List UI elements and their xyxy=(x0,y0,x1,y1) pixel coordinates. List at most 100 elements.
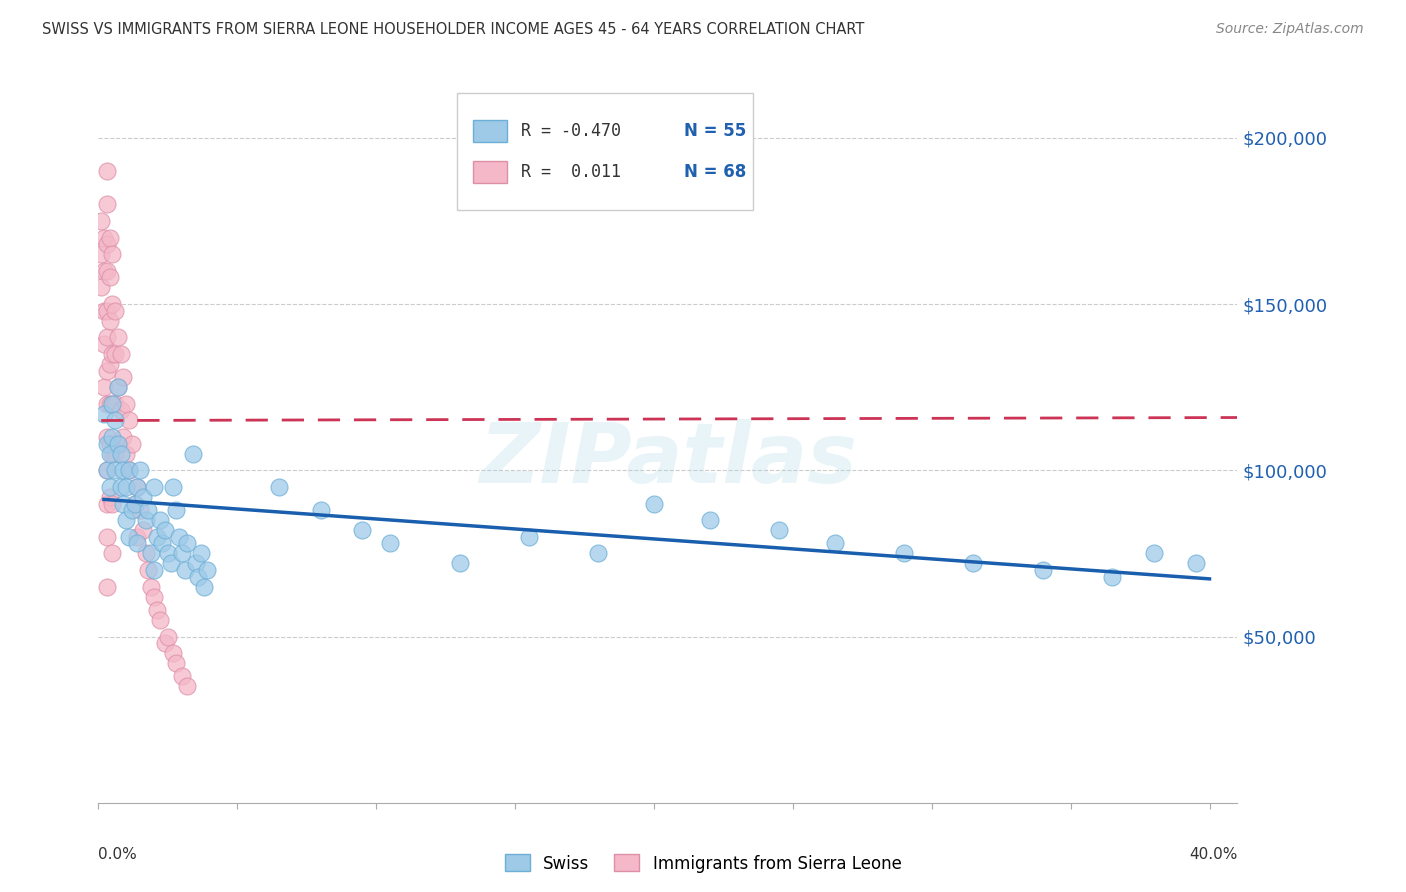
Point xyxy=(98,490,121,504)
Point xyxy=(1032,563,1054,577)
Point xyxy=(121,503,143,517)
Point xyxy=(118,463,141,477)
Point xyxy=(153,523,176,537)
Legend: Swiss, Immigrants from Sierra Leone: Swiss, Immigrants from Sierra Leone xyxy=(498,847,908,880)
Point xyxy=(93,264,115,278)
Point xyxy=(90,247,112,261)
Text: Source: ZipAtlas.com: Source: ZipAtlas.com xyxy=(1216,22,1364,37)
Text: ZIPatlas: ZIPatlas xyxy=(479,418,856,500)
Point xyxy=(190,546,212,560)
Point xyxy=(104,447,127,461)
Point xyxy=(107,380,129,394)
Point xyxy=(156,630,179,644)
Point xyxy=(112,370,135,384)
Point xyxy=(93,230,115,244)
Point xyxy=(173,563,195,577)
Point xyxy=(110,403,132,417)
Point xyxy=(101,297,124,311)
Point xyxy=(165,503,187,517)
Point xyxy=(193,580,215,594)
Point xyxy=(104,413,127,427)
Point xyxy=(588,546,610,560)
Point xyxy=(115,513,138,527)
Point xyxy=(124,497,146,511)
Text: SWISS VS IMMIGRANTS FROM SIERRA LEONE HOUSEHOLDER INCOME AGES 45 - 64 YEARS CORR: SWISS VS IMMIGRANTS FROM SIERRA LEONE HO… xyxy=(42,22,865,37)
Point xyxy=(107,436,129,450)
Point xyxy=(96,363,118,377)
Point xyxy=(98,397,121,411)
Text: R = -0.470: R = -0.470 xyxy=(522,122,621,140)
Point xyxy=(96,497,118,511)
Point xyxy=(378,536,401,550)
Point xyxy=(96,264,118,278)
Point xyxy=(127,480,149,494)
Point xyxy=(143,590,166,604)
Point xyxy=(104,397,127,411)
Point xyxy=(135,546,157,560)
Point xyxy=(104,347,127,361)
Point xyxy=(96,436,118,450)
Point xyxy=(96,463,118,477)
Point xyxy=(1184,557,1206,571)
Point xyxy=(162,480,184,494)
Point xyxy=(148,513,170,527)
Point xyxy=(162,646,184,660)
Point xyxy=(96,303,118,318)
Point xyxy=(449,557,471,571)
Point xyxy=(141,580,163,594)
Point xyxy=(893,546,915,560)
Point xyxy=(352,523,374,537)
Point xyxy=(101,546,124,560)
Point xyxy=(167,530,190,544)
Point xyxy=(96,164,118,178)
Point xyxy=(176,536,198,550)
Point xyxy=(98,314,121,328)
Text: R =  0.011: R = 0.011 xyxy=(522,163,621,181)
Point xyxy=(107,436,129,450)
Point xyxy=(127,480,149,494)
Point xyxy=(96,430,118,444)
Point xyxy=(129,503,152,517)
Point xyxy=(150,536,173,550)
Text: 40.0%: 40.0% xyxy=(1189,847,1237,862)
Point xyxy=(115,480,138,494)
Point xyxy=(181,447,204,461)
Point xyxy=(101,247,124,261)
Point xyxy=(104,303,127,318)
Point xyxy=(101,397,124,411)
Point xyxy=(112,497,135,511)
Point xyxy=(93,337,115,351)
Point xyxy=(110,480,132,494)
Point xyxy=(93,407,115,421)
Point xyxy=(101,347,124,361)
Point xyxy=(93,380,115,394)
Point xyxy=(98,447,121,461)
Point xyxy=(135,513,157,527)
Text: 0.0%: 0.0% xyxy=(98,847,138,862)
Point xyxy=(98,480,121,494)
Point xyxy=(129,463,152,477)
Point xyxy=(96,463,118,477)
Point xyxy=(165,656,187,670)
Point xyxy=(101,497,124,511)
Point xyxy=(176,680,198,694)
Point xyxy=(143,480,166,494)
Point xyxy=(101,447,124,461)
Point xyxy=(110,347,132,361)
Point xyxy=(141,546,163,560)
Point xyxy=(132,490,155,504)
Point xyxy=(90,280,112,294)
Point xyxy=(962,557,984,571)
Point xyxy=(1101,570,1123,584)
Point xyxy=(124,497,146,511)
FancyBboxPatch shape xyxy=(472,120,508,143)
Point xyxy=(107,330,129,344)
Point xyxy=(98,270,121,285)
Point xyxy=(96,197,118,211)
Point xyxy=(110,447,132,461)
Point xyxy=(115,447,138,461)
Point xyxy=(159,557,181,571)
Point xyxy=(118,413,141,427)
Point xyxy=(187,570,209,584)
Point xyxy=(138,563,160,577)
